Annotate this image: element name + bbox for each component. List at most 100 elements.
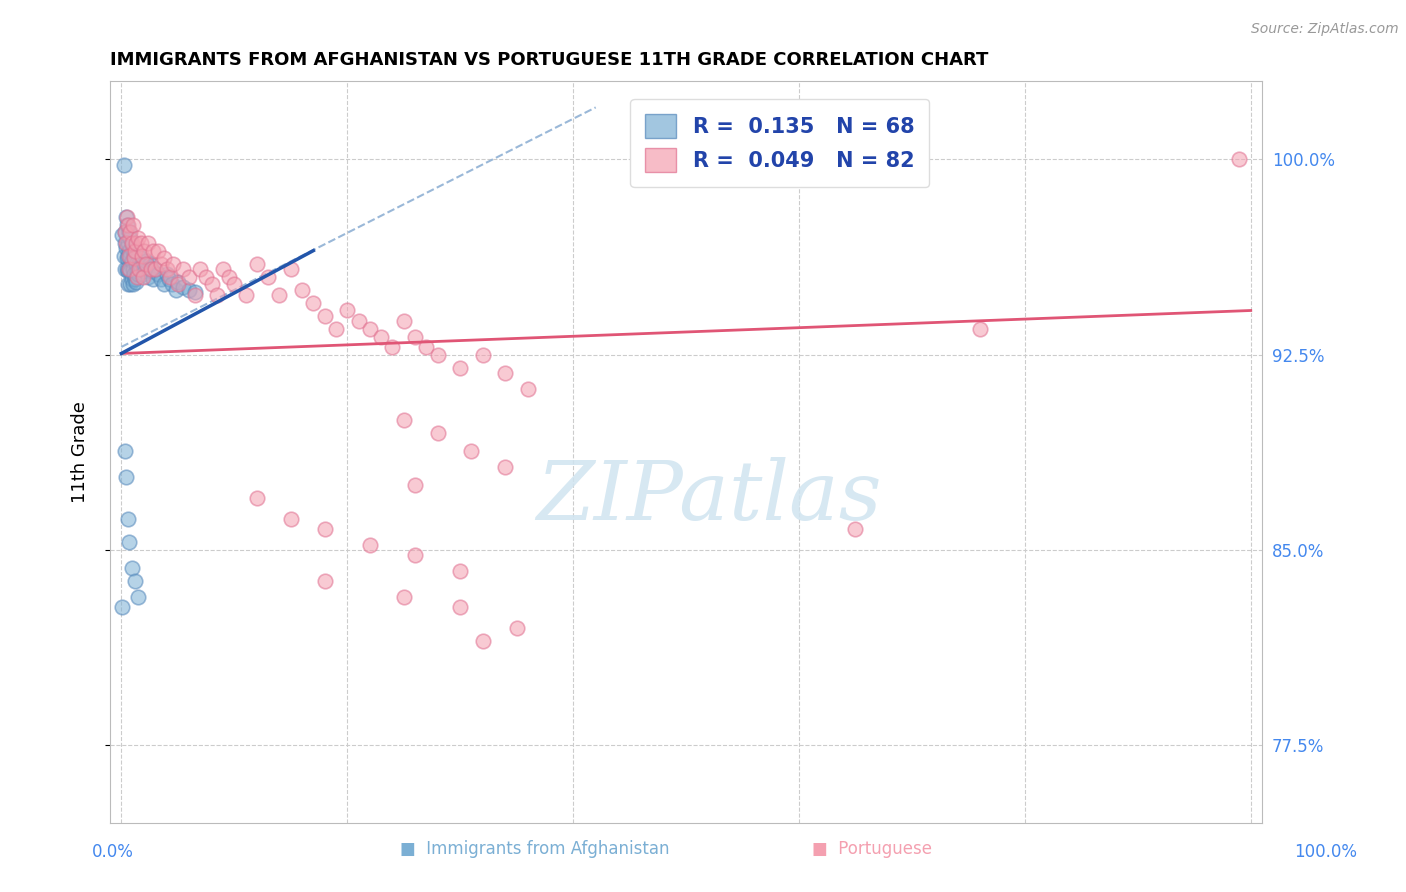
Point	[172, 261, 194, 276]
Point	[157, 272, 180, 286]
Point	[129, 261, 152, 276]
Point	[111, 227, 134, 242]
Point	[114, 261, 136, 276]
Point	[179, 283, 201, 297]
Point	[505, 621, 527, 635]
Point	[257, 269, 280, 284]
Point	[302, 295, 325, 310]
Point	[120, 277, 142, 292]
Point	[127, 590, 149, 604]
Point	[269, 288, 291, 302]
Point	[359, 538, 381, 552]
Point	[449, 600, 471, 615]
Point	[155, 267, 177, 281]
Point	[426, 425, 449, 440]
Point	[132, 244, 155, 258]
Point	[224, 277, 246, 292]
Point	[218, 269, 240, 284]
Point	[117, 264, 139, 278]
Point	[121, 254, 143, 268]
Point	[392, 413, 415, 427]
Point	[115, 252, 138, 266]
Point	[114, 444, 136, 458]
Point	[111, 600, 134, 615]
Point	[392, 314, 415, 328]
Point	[291, 283, 314, 297]
Point	[112, 249, 135, 263]
Point	[114, 226, 136, 240]
Text: ■  Portuguese: ■ Portuguese	[811, 840, 932, 858]
Point	[127, 264, 149, 278]
Point	[121, 261, 143, 276]
Point	[212, 261, 235, 276]
Point	[120, 249, 142, 263]
Point	[122, 267, 145, 281]
Point	[471, 634, 494, 648]
Point	[280, 261, 302, 276]
Text: IMMIGRANTS FROM AFGHANISTAN VS PORTUGUESE 11TH GRADE CORRELATION CHART: IMMIGRANTS FROM AFGHANISTAN VS PORTUGUES…	[110, 51, 988, 69]
Point	[162, 257, 184, 271]
Point	[172, 280, 194, 294]
Point	[129, 235, 152, 250]
Point	[132, 267, 155, 281]
Point	[149, 272, 172, 286]
Text: Source: ZipAtlas.com: Source: ZipAtlas.com	[1251, 22, 1399, 37]
Point	[184, 285, 207, 300]
Point	[143, 261, 166, 276]
Point	[314, 522, 336, 536]
Point	[114, 226, 136, 240]
Text: ■  Immigrants from Afghanistan: ■ Immigrants from Afghanistan	[399, 840, 669, 858]
Point	[347, 314, 370, 328]
Point	[131, 249, 153, 263]
Point	[135, 254, 157, 268]
Y-axis label: 11th Grade: 11th Grade	[72, 401, 89, 503]
Point	[120, 230, 142, 244]
Point	[132, 269, 155, 284]
Point	[146, 244, 169, 258]
Point	[118, 535, 141, 549]
Point	[115, 261, 138, 276]
Point	[969, 322, 991, 336]
Point	[201, 277, 224, 292]
Point	[165, 283, 187, 297]
Point	[124, 254, 146, 268]
Point	[117, 235, 139, 250]
Point	[190, 261, 212, 276]
Point	[139, 261, 162, 276]
Point	[124, 574, 146, 589]
Point	[494, 366, 516, 380]
Point	[127, 267, 149, 281]
Point	[121, 272, 143, 286]
Point	[494, 459, 516, 474]
Point	[142, 244, 165, 258]
Point	[121, 218, 143, 232]
Point	[114, 235, 136, 250]
Point	[124, 272, 146, 286]
Point	[325, 322, 347, 336]
Point	[115, 210, 138, 224]
Point	[141, 264, 163, 278]
Point	[166, 275, 188, 289]
Point	[142, 272, 165, 286]
Text: 100.0%: 100.0%	[1294, 843, 1357, 861]
Point	[121, 277, 143, 292]
Point	[426, 348, 449, 362]
Point	[128, 261, 150, 276]
Point	[132, 257, 155, 271]
Point	[314, 574, 336, 589]
Point	[207, 288, 229, 302]
Point	[381, 340, 404, 354]
Point	[115, 218, 138, 232]
Point	[138, 269, 160, 284]
Point	[159, 269, 181, 284]
Point	[125, 275, 148, 289]
Point	[153, 277, 176, 292]
Point	[115, 210, 138, 224]
Point	[127, 249, 149, 263]
Point	[118, 249, 141, 263]
Text: ZIPatlas: ZIPatlas	[536, 457, 882, 537]
Point	[179, 269, 201, 284]
Point	[138, 235, 160, 250]
Point	[112, 158, 135, 172]
Point	[153, 252, 176, 266]
